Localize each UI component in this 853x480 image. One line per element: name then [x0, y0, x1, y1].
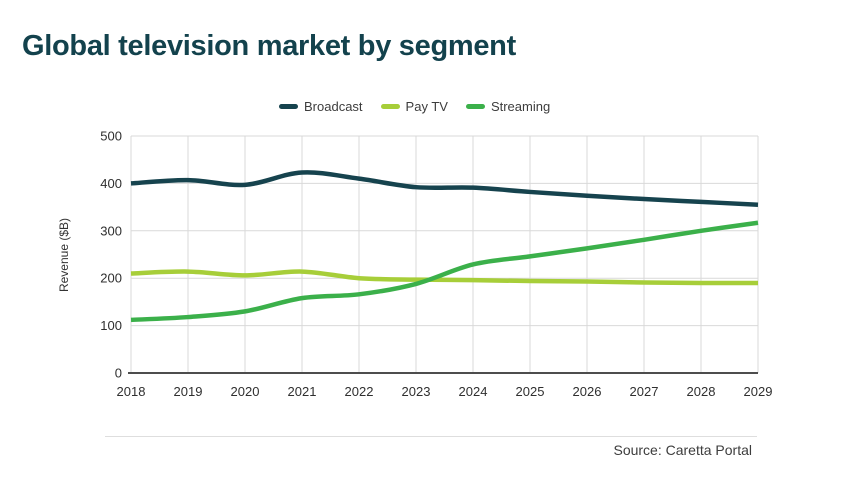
x-tick-label: 2020: [231, 384, 260, 399]
x-tick-label: 2027: [630, 384, 659, 399]
page-title: Global television market by segment: [22, 30, 516, 62]
x-tick-label: 2019: [174, 384, 203, 399]
legend-item-pay-tv: Pay TV: [380, 99, 448, 114]
x-tick-label: 2018: [117, 384, 146, 399]
x-tick-label: 2026: [573, 384, 602, 399]
y-tick-label: 500: [100, 129, 122, 144]
legend-swatch-broadcast: [279, 103, 298, 110]
y-tick-label: 0: [115, 366, 122, 381]
series-line-broadcast: [130, 170, 759, 207]
legend-label-pay-tv: Pay TV: [405, 99, 448, 114]
y-tick-label: 400: [100, 176, 122, 191]
series-line-streaming: [130, 220, 759, 323]
series-line-pay-tv: [130, 269, 759, 286]
x-tick-label: 2024: [459, 384, 488, 399]
legend-swatch-pay-tv: [380, 103, 400, 110]
x-tick-label: 2028: [687, 384, 716, 399]
legend-label-streaming: Streaming: [490, 99, 551, 114]
x-tick-label: 2029: [744, 384, 773, 399]
y-tick-label: 200: [100, 271, 122, 286]
chart-legend: Broadcast Pay TV Streaming: [279, 99, 550, 114]
legend-label-broadcast: Broadcast: [304, 99, 363, 114]
x-tick-label: 2023: [402, 384, 431, 399]
y-tick-label: 300: [100, 223, 122, 238]
x-tick-label: 2022: [345, 384, 374, 399]
footer-divider: [105, 436, 757, 437]
legend-item-broadcast: Broadcast: [279, 99, 363, 114]
source-note: Source: Caretta Portal: [613, 442, 752, 458]
x-tick-label: 2021: [288, 384, 317, 399]
x-tick-label: 2025: [516, 384, 545, 399]
y-axis-title: Revenue ($B): [57, 218, 71, 292]
legend-swatch-streaming: [465, 103, 485, 110]
legend-item-streaming: Streaming: [465, 99, 551, 114]
y-tick-label: 100: [100, 318, 122, 333]
